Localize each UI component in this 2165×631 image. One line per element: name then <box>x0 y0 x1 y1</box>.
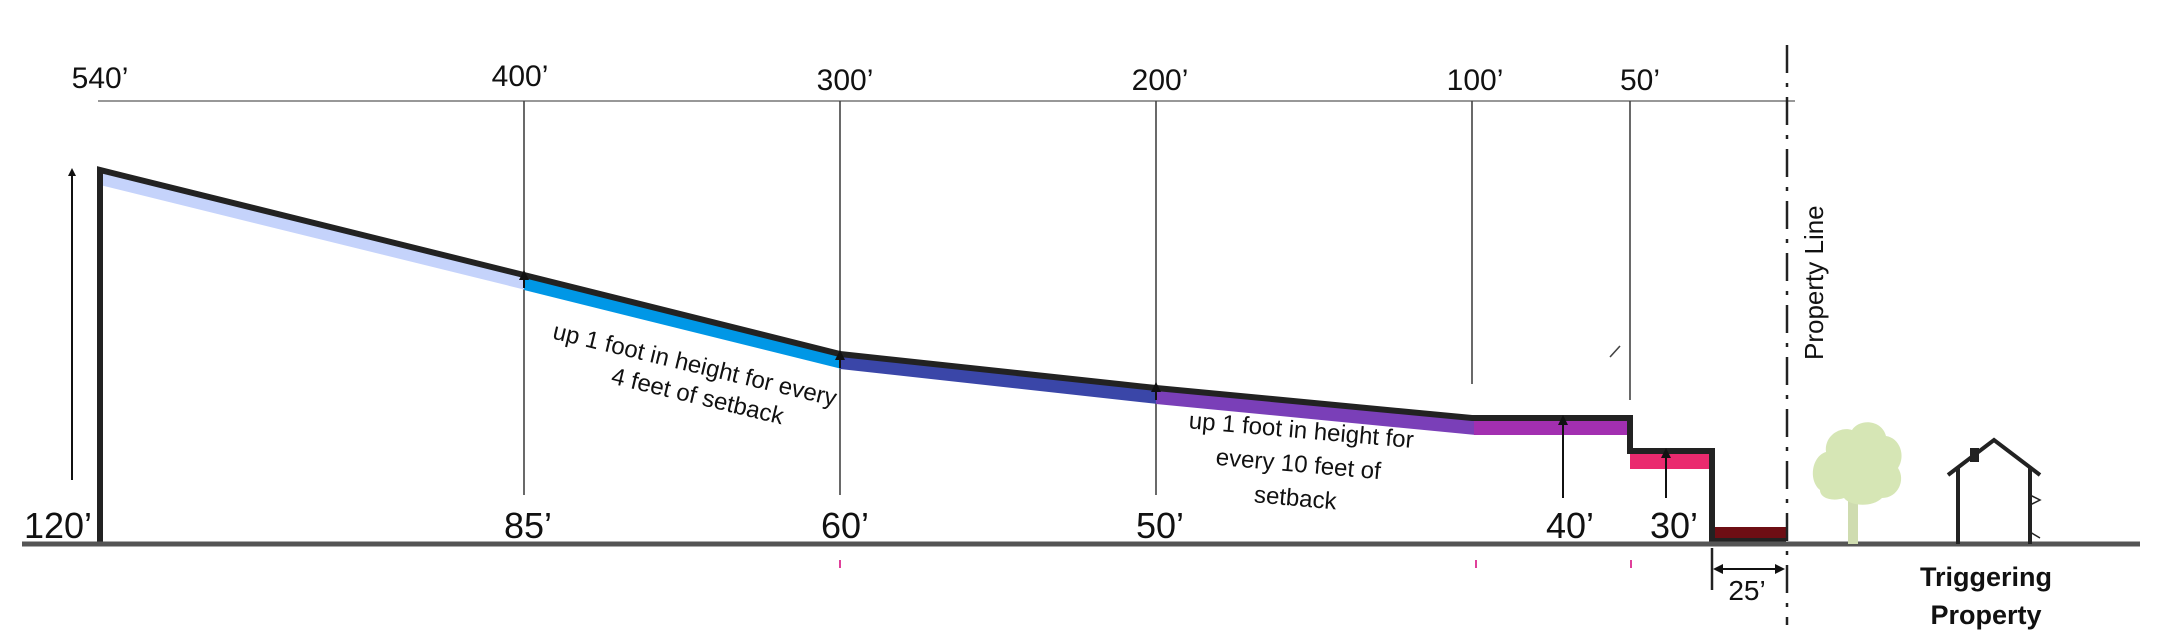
height-label-40: 40’ <box>1546 505 1594 546</box>
band-indigo <box>840 354 1158 404</box>
band-magenta <box>1474 418 1631 435</box>
tree-icon <box>1812 422 1902 544</box>
distance-label-50: 50’ <box>1620 64 1660 97</box>
distance-label-100: 100’ <box>1447 64 1504 97</box>
slope-note-4ft: up 1 foot in height for every 4 feet of … <box>550 318 839 430</box>
height-label-60: 60’ <box>821 505 869 546</box>
distance-label-300: 300’ <box>817 64 874 97</box>
guide-slash-mark <box>1609 345 1621 358</box>
band-dark-red <box>1712 527 1786 541</box>
height-label-85: 85’ <box>504 505 552 546</box>
distance-label-540: 540’ <box>72 62 129 95</box>
distance-label-400: 400’ <box>492 60 549 93</box>
distance-label-200: 200’ <box>1132 64 1189 97</box>
height-envelope-outline <box>97 166 1786 545</box>
band-light-blue <box>100 170 526 290</box>
triggering-property-label-line-2: Property <box>1930 600 2041 630</box>
band-pink <box>1630 451 1714 469</box>
property-line-label: Property Line <box>1799 205 1829 360</box>
setback-label: 25’ <box>1728 575 1765 606</box>
slope-note-10ft-line-2: every 10 feet of <box>1215 444 1382 485</box>
slope-note-10ft-line-3: setback <box>1253 481 1339 515</box>
band-purple <box>1156 388 1476 435</box>
height-label-50: 50’ <box>1136 505 1184 546</box>
triggering-property-label-line-1: Triggering <box>1920 562 2052 592</box>
height-label-120: 120’ <box>24 505 92 546</box>
slope-note-10ft: up 1 foot in height for every 10 feet of… <box>1188 407 1415 515</box>
height-label-30: 30’ <box>1650 505 1698 546</box>
house-icon <box>1946 437 2042 544</box>
band-blue <box>524 275 842 369</box>
